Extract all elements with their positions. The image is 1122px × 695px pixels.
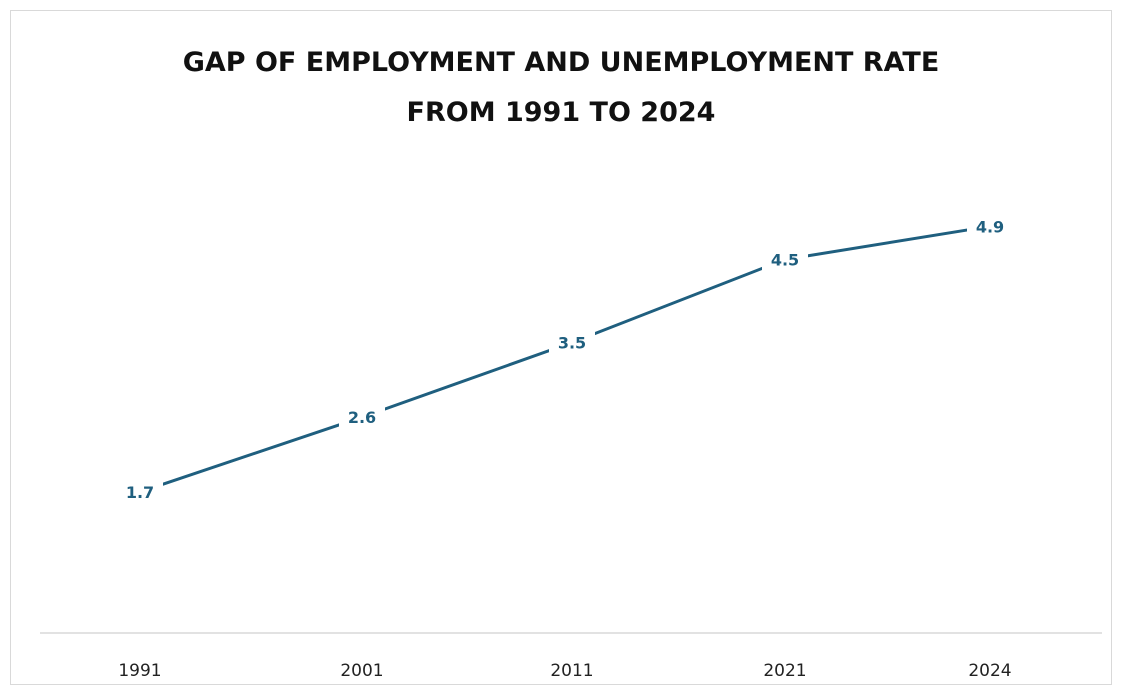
x-tick-label: 1991 [118, 661, 161, 681]
chart-title-line-1: GAP OF EMPLOYMENT AND UNEMPLOYMENT RATE [182, 47, 940, 78]
x-tick-label: 2011 [550, 661, 593, 681]
data-label-background [762, 246, 808, 273]
x-tick-label: 2021 [763, 661, 806, 681]
data-point-1991: 1.7 [117, 478, 163, 505]
data-point-2024: 4.9 [967, 213, 1013, 240]
data-label-background [549, 329, 595, 356]
data-label: 2.6 [348, 408, 376, 427]
x-tick-label: 2001 [340, 661, 383, 681]
data-label: 1.7 [126, 483, 154, 502]
data-label: 4.5 [771, 251, 799, 270]
chart-title: GAP OF EMPLOYMENT AND UNEMPLOYMENT RATE … [10, 38, 1112, 138]
series-line [139, 224, 991, 494]
data-point-2021: 4.5 [762, 246, 808, 273]
data-label: 4.9 [976, 217, 1004, 236]
data-label-background [339, 404, 385, 431]
x-tick-label: 2024 [968, 661, 1011, 681]
data-label: 3.5 [558, 334, 586, 353]
data-label-background [117, 478, 163, 505]
data-point-2011: 3.5 [549, 329, 595, 356]
chart-title-line-2: FROM 1991 TO 2024 [406, 97, 716, 128]
data-point-2001: 2.6 [339, 404, 385, 431]
data-label-background [967, 213, 1013, 240]
